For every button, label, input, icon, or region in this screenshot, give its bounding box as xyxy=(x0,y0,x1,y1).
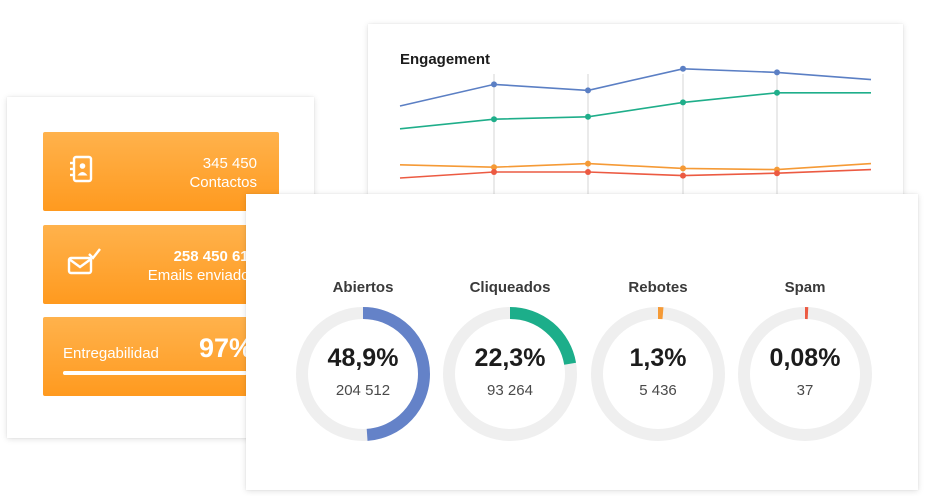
spam-count: 37 xyxy=(796,382,814,399)
spam-title: Spam xyxy=(784,279,826,296)
contacts-text: 345 450 Contactos xyxy=(189,154,257,193)
engagement-line-chart xyxy=(399,65,872,214)
stats-card: 345 450 Contactos 258 450 615 Emails env… xyxy=(7,97,314,438)
clicks-title: Cliqueados xyxy=(469,279,551,296)
data-point-red[interactable] xyxy=(680,172,686,179)
emails-value: 258 450 615 xyxy=(173,248,257,265)
email-rates-card: Abiertos 48,9% 204 512 Cliqueados 22,3% … xyxy=(246,194,918,490)
opens-title: Abiertos xyxy=(332,279,394,296)
spam-percentage: 0,08% xyxy=(769,344,841,372)
data-point-green[interactable] xyxy=(585,113,591,120)
data-point-red[interactable] xyxy=(585,169,591,175)
bounces-title: Rebotes xyxy=(628,279,688,296)
series-line-orange xyxy=(399,162,872,171)
deliverability-progress-fill xyxy=(63,371,248,375)
spam-metric[interactable]: Spam 0,08% 37 xyxy=(730,194,880,490)
opens-percentage: 48,9% xyxy=(327,344,399,372)
data-point-orange[interactable] xyxy=(680,165,686,172)
engagement-chart-card: Engagement xyxy=(368,24,903,214)
engagement-chart-title: Engagement xyxy=(400,51,491,68)
clicks-count: 93 264 xyxy=(487,382,533,399)
clicks-percentage: 22,3% xyxy=(474,344,546,372)
clicks-ring-arc xyxy=(443,307,577,441)
deliverability-progress-track xyxy=(63,371,253,375)
data-point-green[interactable] xyxy=(774,89,780,96)
mail-check-icon xyxy=(67,247,101,282)
data-point-green[interactable] xyxy=(680,99,686,106)
opens-ring xyxy=(296,307,430,441)
data-point-green[interactable] xyxy=(491,116,497,123)
deliverability-tile[interactable]: Entregabilidad 97% xyxy=(43,317,279,396)
emails-text: 258 450 615 Emails enviados xyxy=(148,247,257,286)
bounces-ring xyxy=(591,307,725,441)
spam-ring xyxy=(738,307,872,441)
data-point-orange[interactable] xyxy=(585,160,591,167)
bounces-metric[interactable]: Rebotes 1,3% 5 436 xyxy=(583,194,733,490)
contacts-value: 345 450 xyxy=(202,155,257,172)
contacts-label: Contactos xyxy=(189,174,257,191)
data-point-blue[interactable] xyxy=(774,69,780,76)
data-point-blue[interactable] xyxy=(491,81,497,88)
bounces-ring-arc xyxy=(591,307,725,441)
contacts-tile[interactable]: 345 450 Contactos xyxy=(43,132,279,211)
clicks-metric[interactable]: Cliqueados 22,3% 93 264 xyxy=(435,194,585,490)
data-point-blue[interactable] xyxy=(585,87,591,94)
opens-ring-arc xyxy=(296,307,430,441)
data-point-blue[interactable] xyxy=(680,65,686,72)
bounces-percentage: 1,3% xyxy=(629,344,687,372)
series-line-green xyxy=(399,92,871,130)
contacts-book-icon xyxy=(67,154,95,189)
series-line-red xyxy=(399,168,872,179)
spam-ring-arc xyxy=(738,307,872,441)
data-point-orange[interactable] xyxy=(491,164,497,171)
series-line-blue xyxy=(399,67,872,107)
data-point-red[interactable] xyxy=(491,169,497,175)
deliverability-value: 97% xyxy=(198,333,253,363)
data-point-red[interactable] xyxy=(774,170,780,177)
emails-label: Emails enviados xyxy=(147,267,257,284)
opens-metric[interactable]: Abiertos 48,9% 204 512 xyxy=(288,194,438,490)
bounces-count: 5 436 xyxy=(639,382,677,399)
clicks-ring xyxy=(443,307,577,441)
emails-tile[interactable]: 258 450 615 Emails enviados xyxy=(43,225,279,304)
deliverability-label: Entregabilidad xyxy=(63,345,159,362)
opens-count: 204 512 xyxy=(335,382,391,399)
